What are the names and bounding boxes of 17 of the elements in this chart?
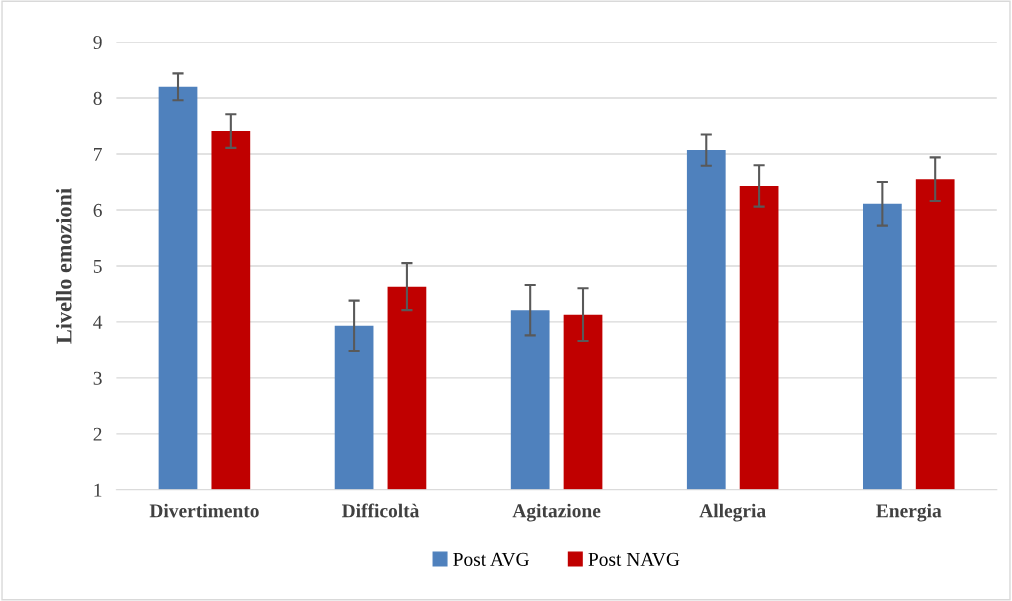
legend-label: Post NAVG: [588, 552, 680, 566]
y-tick-label: 5: [93, 259, 102, 273]
y-tick-label: 3: [93, 371, 102, 385]
y-tick-label: 6: [93, 203, 102, 217]
y-axis-title: Livello emozioni: [55, 188, 72, 344]
y-tick-label: 1: [94, 483, 102, 497]
y-tick-label: 2: [93, 427, 102, 441]
y-tick-label: 8: [93, 91, 102, 105]
x-tick-label: Agitazione: [512, 503, 601, 522]
x-tick-label: Difficoltà: [341, 503, 420, 518]
y-tick-label: 9: [93, 35, 102, 50]
y-tick-label: 7: [94, 148, 102, 161]
legend-label: Post AVG: [453, 552, 529, 566]
x-tick-label: Divertimento: [149, 503, 259, 518]
x-tick-label: Allegria: [699, 503, 766, 522]
x-tick-label: Energia: [876, 503, 942, 522]
y-tick-label: 4: [93, 315, 103, 329]
